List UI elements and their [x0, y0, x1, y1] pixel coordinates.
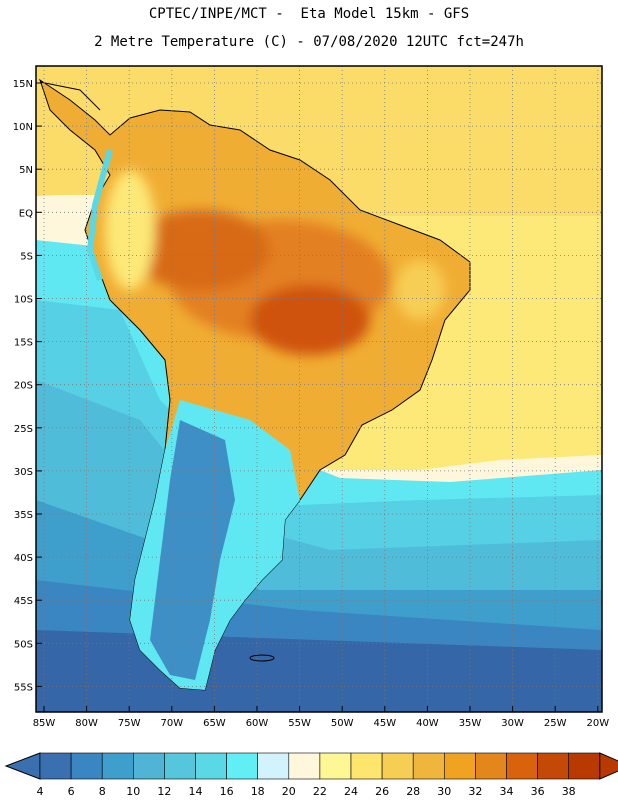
northern-andes-cool: [86, 149, 113, 281]
lat-label: 35S: [14, 510, 33, 521]
colorbar-label: 36: [531, 785, 545, 798]
colorbar-label: 18: [251, 785, 265, 798]
lon-label: 85W: [33, 718, 56, 729]
lon-label: 45W: [373, 718, 396, 729]
lat-label: 55S: [14, 682, 33, 693]
lat-label: 5S: [20, 251, 33, 262]
lon-label: 25W: [544, 718, 567, 729]
colorbar-label: 34: [500, 785, 514, 798]
lon-label: 20W: [586, 718, 609, 729]
colorbar-swatch: [568, 752, 601, 780]
colorbar-label: 20: [282, 785, 296, 798]
lon-label: 50W: [331, 718, 354, 729]
colorbar-swatch: [443, 752, 476, 780]
lat-label: 10N: [13, 122, 33, 133]
lon-label: 65W: [203, 718, 226, 729]
lon-label: 40W: [416, 718, 439, 729]
colorbar-swatch: [537, 752, 569, 780]
colorbar-swatch: [412, 752, 445, 780]
longitude-labels: 85W 80W 75W 70W 65W 60W 55W 50W 45W 40W 35W 30W 25W 2…: [33, 718, 610, 729]
lon-label: 60W: [246, 718, 269, 729]
colorbar-swatch: [475, 752, 507, 780]
lon-label: 55W: [288, 718, 311, 729]
colorbar-label: 10: [126, 785, 140, 798]
colorbar-label: 16: [220, 785, 234, 798]
colorbar-label: 32: [468, 785, 482, 798]
colorbar-swatch: [288, 752, 321, 780]
colorbar-swatch: [319, 752, 352, 780]
colorbar-swatch: [101, 752, 134, 780]
title-line-1: CPTEC/INPE/MCT - Eta Model 15km - GFS: [148, 6, 470, 22]
colorbar-label: 14: [189, 785, 203, 798]
colorbar-swatch: [381, 752, 414, 780]
colorbar-label: 26: [375, 785, 389, 798]
lon-label: 30W: [501, 718, 524, 729]
colorbar-swatch: [226, 752, 259, 780]
colorbar-swatch: [195, 752, 227, 780]
colorbar-swatch: [350, 752, 383, 780]
map-frame: [35, 65, 603, 713]
lon-label: 70W: [160, 718, 183, 729]
lat-label: 15S: [14, 338, 33, 349]
graticule: [36, 66, 602, 712]
colorbar-label: 30: [437, 785, 451, 798]
lat-label: 45S: [14, 596, 33, 607]
hot-interior: [105, 170, 445, 355]
colorbar-label: 22: [313, 785, 327, 798]
falkland-islands: [249, 654, 275, 662]
colorbar-left-arrow: [4, 752, 41, 780]
title-line-2: 2 Metre Temperature (C) - 07/08/2020 12U…: [94, 34, 524, 50]
lat-label: 50S: [14, 639, 33, 650]
lon-label: 35W: [459, 718, 482, 729]
colorbar-swatch: [70, 752, 103, 780]
lat-label: EQ: [19, 208, 33, 219]
central-america-coast: [39, 81, 101, 111]
colorbar: 4 6 8 10 12 14 16 18 20 22 24 26 28 30 32 34 36 38: [4, 752, 618, 798]
lat-label: 15N: [13, 79, 33, 90]
andes-cold: [150, 420, 235, 680]
lon-label: 80W: [75, 718, 98, 729]
colorbar-swatch: [39, 752, 72, 780]
colorbar-label: 6: [68, 785, 75, 798]
colorbar-label: 8: [99, 785, 106, 798]
colorbar-right-arrow: [599, 752, 618, 780]
lon-label: 75W: [118, 718, 141, 729]
colorbar-label: 4: [37, 785, 44, 798]
lat-label: 25S: [14, 424, 33, 435]
map-field: [36, 66, 602, 712]
lat-label: 30S: [14, 467, 33, 478]
colorbar-swatch: [133, 752, 165, 780]
latitude-labels: 15N 10N 5N EQ 5S 10S 15S 20S 25S 30S 35S 40S 45S 50S 5…: [13, 79, 33, 693]
lat-label: 40S: [14, 553, 33, 564]
colorbar-swatch: [506, 752, 538, 780]
lat-label: 20S: [14, 381, 33, 392]
colorbar-label: 12: [157, 785, 171, 798]
lat-label: 5N: [19, 165, 33, 176]
colorbar-label: 28: [406, 785, 420, 798]
colorbar-label: 24: [344, 785, 358, 798]
colorbar-label: 38: [562, 785, 576, 798]
colorbar-swatch: [164, 752, 196, 780]
colorbar-swatch: [257, 752, 290, 780]
lat-label: 10S: [14, 295, 33, 306]
